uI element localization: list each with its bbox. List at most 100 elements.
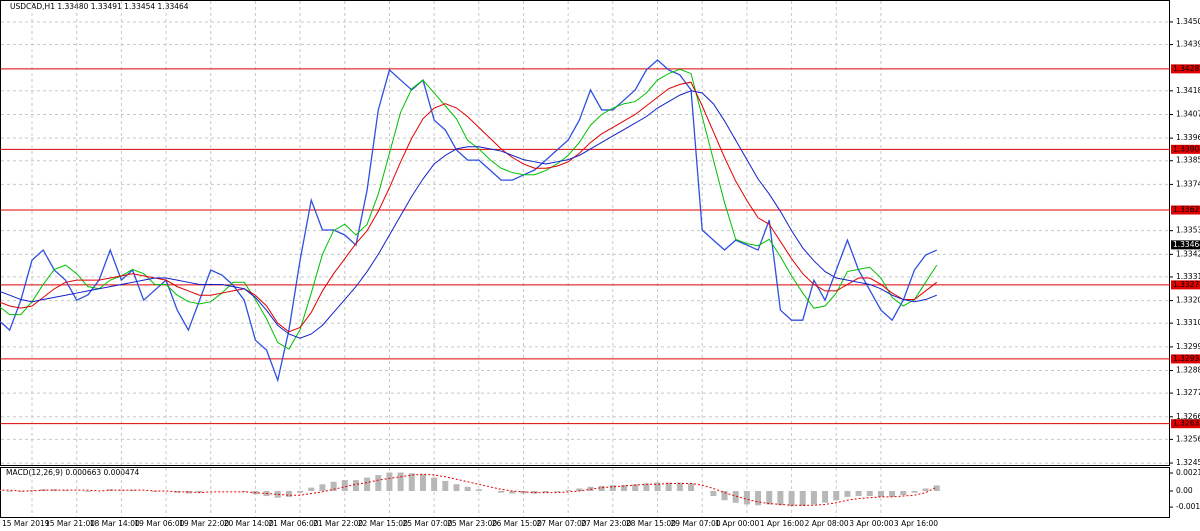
- macd-bar: [274, 490, 281, 498]
- macd-bar: [364, 477, 371, 491]
- x-tick-label: 19 Mar 06:00: [134, 519, 184, 528]
- x-tick-label: 22 Mar 15:00: [358, 519, 408, 528]
- level-tag: [1171, 354, 1200, 364]
- macd-bar: [196, 490, 203, 493]
- x-tick-label: 19 Mar 22:00: [179, 519, 229, 528]
- macd-bar: [621, 485, 628, 491]
- y-tick-label: 1.34395: [1176, 40, 1200, 49]
- macd-bar: [297, 490, 304, 493]
- macd-bar: [185, 490, 192, 494]
- macd-bar: [632, 484, 639, 491]
- series-line: [0, 90, 937, 339]
- level-tag: [1171, 419, 1200, 429]
- macd-bar: [554, 490, 560, 492]
- level-label: 1.34282: [1173, 64, 1200, 73]
- series-line: [0, 68, 938, 350]
- macd-bar: [576, 488, 583, 491]
- macd-bar: [308, 487, 315, 491]
- macd-bar: [688, 483, 695, 491]
- macd-bar: [285, 490, 292, 497]
- y-tick-label: 1.33420: [1176, 249, 1200, 258]
- macd-bar: [107, 489, 114, 491]
- macd-bar: [721, 490, 728, 501]
- macd-bar: [777, 490, 784, 506]
- x-tick-label: 27 Mar 23:00: [581, 519, 631, 528]
- macd-bar: [810, 490, 817, 505]
- macd-bar: [341, 480, 348, 491]
- macd-bar: [799, 490, 806, 507]
- macd-bar: [352, 480, 359, 491]
- macd-bar: [732, 490, 739, 503]
- level-label: 1.33278: [1173, 280, 1200, 289]
- macd-bar: [84, 490, 91, 492]
- macd-bar: [900, 490, 907, 496]
- y-tick-label: 1.33855: [1176, 156, 1200, 165]
- macd-bar: [565, 490, 572, 491]
- macd-bar: [676, 482, 683, 491]
- series-line: [0, 473, 938, 506]
- y-tick-label: -0.001919: [1176, 502, 1200, 511]
- macd-bar: [0, 490, 2, 491]
- y-tick-label: 1.32880: [1176, 366, 1200, 375]
- macd-bar: [822, 490, 829, 503]
- macd-bar: [408, 473, 415, 491]
- macd-bar: [911, 490, 918, 493]
- x-tick-label: 27 Mar 07:00: [536, 519, 586, 528]
- x-tick-label: 25 Mar 23:00: [447, 519, 497, 528]
- x-tick-label: 26 Mar 15:00: [492, 519, 542, 528]
- macd-bar: [844, 490, 851, 497]
- macd-title: MACD(12,26,9) 0.000663 0.000474: [6, 468, 140, 477]
- macd-bar: [464, 486, 471, 491]
- x-tick-label: 28 Mar 15:00: [626, 519, 676, 528]
- macd-bar: [643, 483, 650, 491]
- y-tick-label: 1.32560: [1176, 434, 1200, 443]
- y-tick-label: 1.34180: [1176, 86, 1200, 95]
- level-label: 1.32934: [1173, 354, 1200, 363]
- y-tick-label: 1.34500: [1176, 17, 1200, 26]
- macd-bar: [431, 477, 438, 491]
- y-tick-label: 1.32665: [1176, 412, 1200, 421]
- level-tag: [1171, 280, 1200, 290]
- x-tick-label: 15 Mar 21:00: [45, 519, 95, 528]
- macd-bar: [453, 484, 460, 491]
- macd-bar: [788, 490, 795, 507]
- macd-bar: [442, 480, 449, 491]
- y-tick-label: 1.33100: [1176, 318, 1200, 327]
- y-tick-label: 1.33315: [1176, 272, 1200, 281]
- x-tick-label: 1 Apr 00:00: [715, 519, 759, 528]
- macd-bar: [542, 490, 549, 493]
- macd-bar: [129, 490, 136, 491]
- y-tick-label: 1.33530: [1176, 226, 1200, 235]
- y-tick-label: 0.00: [1176, 486, 1193, 495]
- x-tick-label: 1 Apr 16:00: [760, 519, 804, 528]
- level-tag: [1171, 144, 1200, 154]
- macd-bar: [710, 490, 717, 497]
- macd-bar: [743, 490, 750, 505]
- macd-bar: [475, 489, 482, 491]
- y-tick-label: 1.34070: [1176, 109, 1200, 118]
- macd-bar: [118, 490, 125, 491]
- x-tick-label: 21 Mar 22:00: [313, 519, 363, 528]
- level-tag: [1171, 64, 1200, 74]
- x-tick-label: 25 Mar 07:00: [402, 519, 452, 528]
- level-label: 1.32633: [1173, 419, 1200, 428]
- macd-bar: [598, 485, 605, 491]
- macd-bar: [498, 490, 505, 493]
- macd-bar: [174, 490, 181, 493]
- x-tick-label: 20 Mar 14:00: [224, 519, 274, 528]
- macd-bar: [654, 482, 661, 491]
- x-tick-label: 21 Mar 06:00: [268, 519, 318, 528]
- level-label: 1.33908: [1173, 144, 1200, 153]
- last-price-label: 1.33464: [1173, 240, 1200, 249]
- level-tag: [1171, 205, 1200, 215]
- y-tick-label: 1.33745: [1176, 179, 1200, 188]
- macd-bar: [833, 490, 840, 501]
- macd-bar: [866, 490, 873, 497]
- x-tick-label: 18 Mar 14:00: [90, 519, 140, 528]
- macd-bar: [877, 490, 884, 497]
- macd-bar: [62, 490, 69, 491]
- macd-bar: [319, 484, 326, 491]
- y-tick-label: 1.32775: [1176, 388, 1200, 397]
- macd-bar: [755, 490, 762, 506]
